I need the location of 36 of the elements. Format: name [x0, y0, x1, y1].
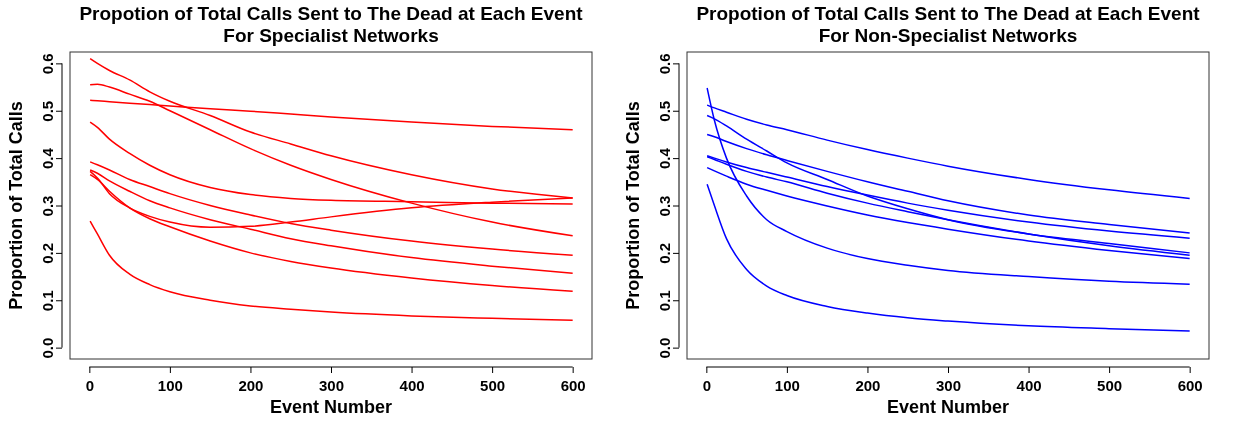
y-axis-title: Proportion of Total Calls [6, 101, 26, 310]
x-tick-label: 400 [399, 377, 425, 394]
x-tick-label: 600 [1177, 377, 1203, 394]
chart-subtitle: For Non-Specialist Networks [818, 25, 1078, 46]
y-axis-title: Proportion of Total Calls [623, 101, 643, 310]
y-tick-label: 0.6 [655, 53, 673, 75]
y-tick-label: 0.1 [38, 290, 56, 312]
y-tick-label: 0.2 [38, 242, 56, 264]
y-tick-label: 0.0 [655, 337, 673, 359]
x-tick-label: 500 [480, 377, 506, 394]
x-tick-label: 300 [935, 377, 962, 394]
x-tick-label: 600 [560, 377, 586, 394]
x-axis-title: Event Number [886, 397, 1010, 417]
y-tick-label: 0.5 [655, 100, 673, 122]
x-tick-label: 100 [774, 377, 800, 394]
x-tick-label: 0 [702, 377, 712, 394]
chart-subtitle: For Specialist Networks [223, 25, 439, 46]
y-tick-label: 0.0 [38, 337, 56, 359]
chart-title: Propotion of Total Calls Sent to The Dead at Each Event [696, 3, 1201, 24]
y-tick-label: 0.4 [38, 147, 56, 170]
x-tick-label: 500 [1097, 377, 1123, 394]
x-tick-label: 200 [855, 377, 881, 394]
x-tick-label: 400 [1016, 377, 1042, 394]
chart-title: Propotion of Total Calls Sent to The Dead at Each Event [79, 3, 584, 24]
y-tick-label: 0.2 [655, 242, 673, 264]
x-tick-label: 0 [85, 377, 95, 394]
x-axis-title: Event Number [269, 397, 393, 417]
x-tick-label: 100 [157, 377, 183, 394]
y-tick-label: 0.3 [38, 195, 56, 217]
y-tick-label: 0.4 [655, 147, 673, 170]
y-tick-label: 0.3 [655, 195, 673, 217]
x-tick-label: 200 [238, 377, 264, 394]
y-tick-label: 0.6 [38, 53, 56, 75]
y-tick-label: 0.5 [38, 100, 56, 122]
y-tick-label: 0.1 [655, 290, 673, 312]
x-tick-label: 300 [318, 377, 345, 394]
